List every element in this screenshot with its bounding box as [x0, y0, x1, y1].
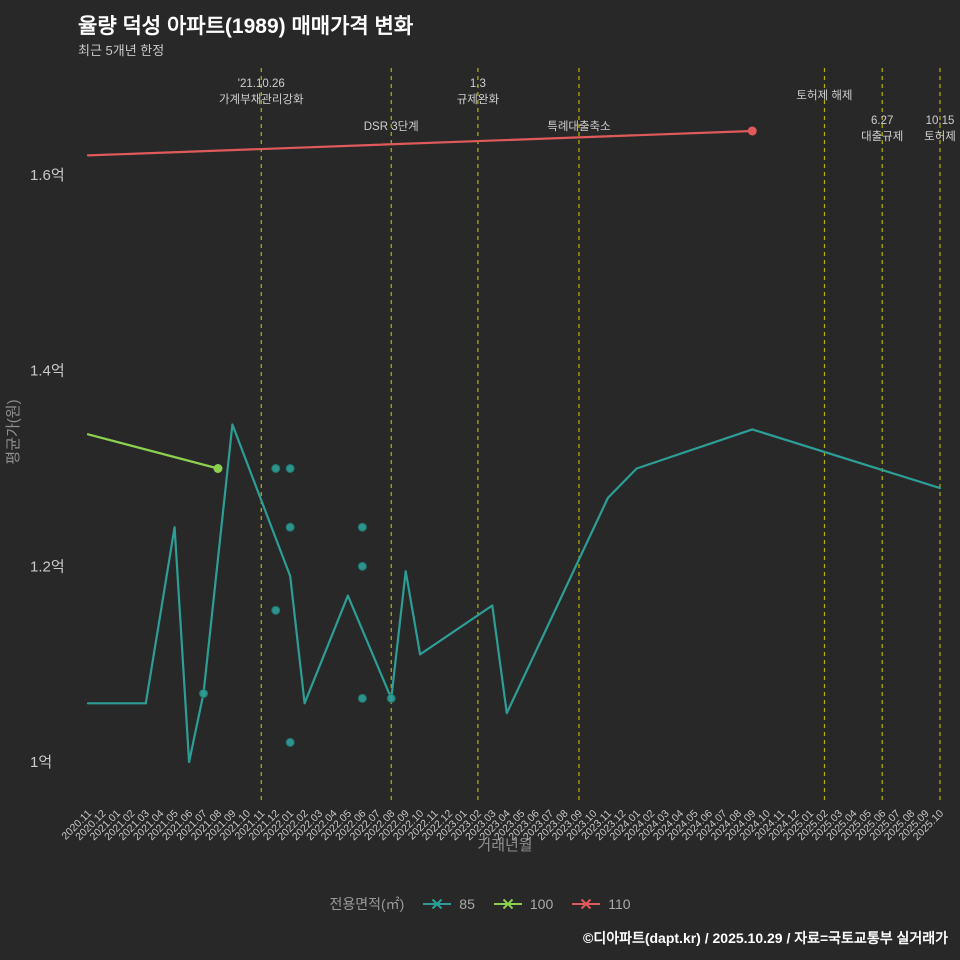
- event-label-2025.10: 10.15 토허제: [924, 115, 956, 143]
- event-label-2025.02: 토허제 해제: [796, 89, 852, 102]
- event-label-2023.09: 특례대출축소: [547, 120, 610, 133]
- scatter-point[interactable]: [271, 605, 281, 615]
- scatter-point[interactable]: [285, 464, 295, 473]
- legend: 전용면적(㎡) 85 100 110: [0, 894, 960, 914]
- legend-items: 85 100 110: [422, 896, 631, 912]
- y-tick-label: 1.4억: [30, 363, 65, 380]
- event-label-2025.06: 6.27 대출규제: [861, 115, 903, 143]
- legend-line-x-marker: [572, 898, 601, 910]
- scatter-point[interactable]: [271, 464, 281, 473]
- y-axis-title: 평균가(원): [5, 399, 22, 464]
- scatter-point[interactable]: [357, 561, 367, 571]
- y-tick-label: 1억: [30, 754, 52, 771]
- scatter-point[interactable]: [357, 522, 367, 532]
- event-label-2021.11: '21.10.26 가계부채관리강화: [219, 78, 304, 106]
- scatter-point[interactable]: [285, 737, 295, 747]
- y-tick-label: 1.2억: [30, 558, 65, 575]
- credit-text: ©디아파트(dapt.kr) / 2025.10.29 / 자료=국토교통부 실…: [583, 930, 948, 946]
- scatter-point[interactable]: [386, 693, 396, 703]
- series-110-end-marker: [747, 126, 757, 136]
- series-100-end-marker: [213, 464, 223, 473]
- legend-item-100[interactable]: 100: [493, 896, 553, 912]
- page-subtitle: 최근 5개년 한정: [78, 43, 165, 58]
- legend-item-label: 100: [529, 896, 554, 912]
- legend-title: 전용면적(㎡): [329, 896, 405, 912]
- legend-item-label: 110: [608, 896, 631, 912]
- x-axis-title: 거래년월: [477, 837, 532, 854]
- legend-item-85[interactable]: 85: [422, 896, 475, 912]
- scatter-point[interactable]: [285, 522, 295, 532]
- series-100-line[interactable]: [86, 433, 220, 470]
- series-110-line[interactable]: [86, 129, 754, 157]
- y-tick-label: 1.6억: [30, 167, 65, 184]
- event-label-2022.08: DSR 3단계: [364, 120, 419, 133]
- legend-line-x-marker: [423, 898, 452, 910]
- event-label-2023.02: 1.3 규제완화: [457, 78, 500, 106]
- page-title: 율량 덕성 아파트(1989) 매매가격 변화: [78, 15, 414, 38]
- scatter-point[interactable]: [357, 693, 367, 703]
- legend-item-110[interactable]: 110: [571, 896, 631, 912]
- legend-item-label: 85: [459, 896, 475, 912]
- series-85-line[interactable]: [86, 423, 942, 764]
- legend-line-x-marker: [493, 898, 522, 910]
- scatter-point[interactable]: [199, 689, 209, 699]
